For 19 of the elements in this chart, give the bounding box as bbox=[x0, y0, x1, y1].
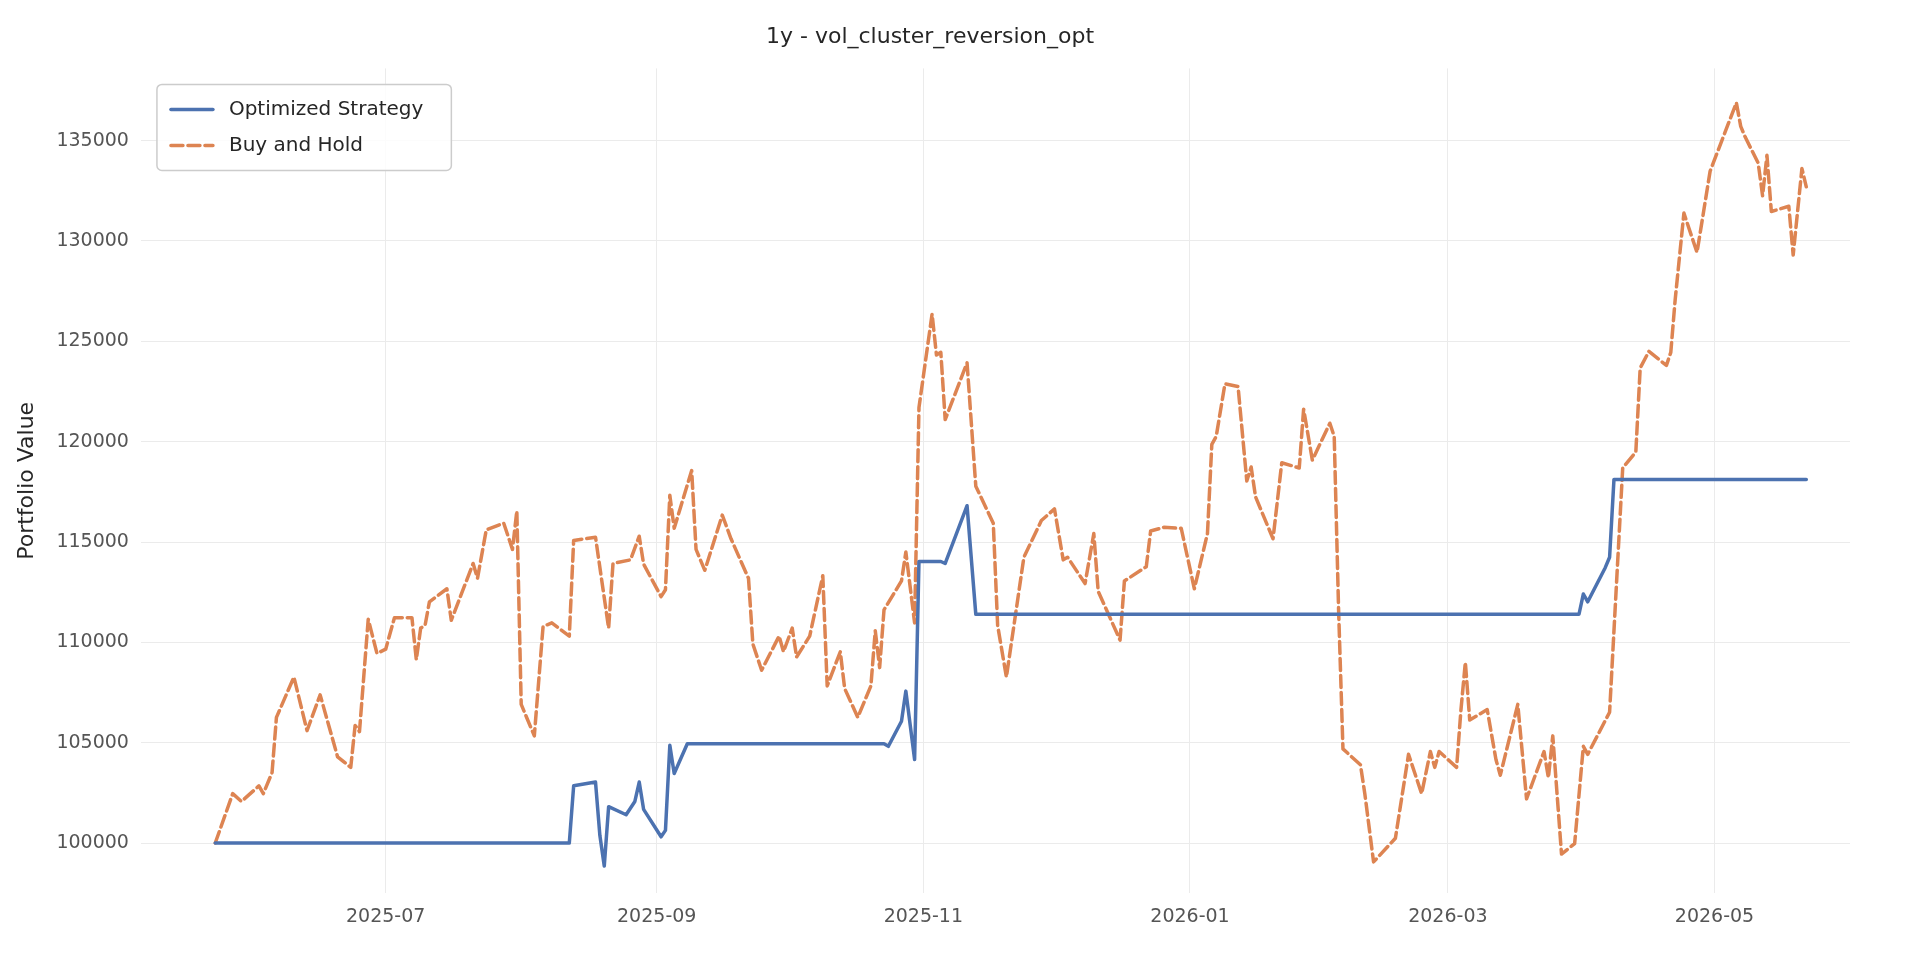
chart-title: 1y - vol_cluster_reversion_opt bbox=[765, 22, 1095, 49]
x-tick-label: 2026-03 bbox=[1408, 903, 1488, 926]
line-series bbox=[213, 100, 1809, 864]
y-tick-label: 135000 bbox=[56, 127, 129, 150]
x-tick-label: 2026-01 bbox=[1150, 903, 1230, 926]
y-tick-label: 130000 bbox=[56, 227, 129, 250]
y-tick-label: 110000 bbox=[56, 629, 129, 652]
legend-label: Buy and Hold bbox=[228, 131, 364, 156]
x-tick-label: 2025-09 bbox=[617, 903, 697, 926]
y-tick-label: 100000 bbox=[56, 829, 129, 852]
legend-label: Optimized Strategy bbox=[228, 95, 424, 120]
y-tick-label: 125000 bbox=[56, 328, 129, 351]
y-axis-title: Portfolio Value bbox=[12, 401, 38, 560]
y-tick-label: 105000 bbox=[56, 729, 129, 752]
y-tick-label: 120000 bbox=[56, 428, 129, 451]
x-tick-label: 2026-05 bbox=[1674, 903, 1755, 926]
x-tick-label: 2025-07 bbox=[346, 903, 426, 926]
y-tick-label: 115000 bbox=[56, 528, 129, 551]
x-tick-label: 2025-11 bbox=[883, 903, 964, 926]
